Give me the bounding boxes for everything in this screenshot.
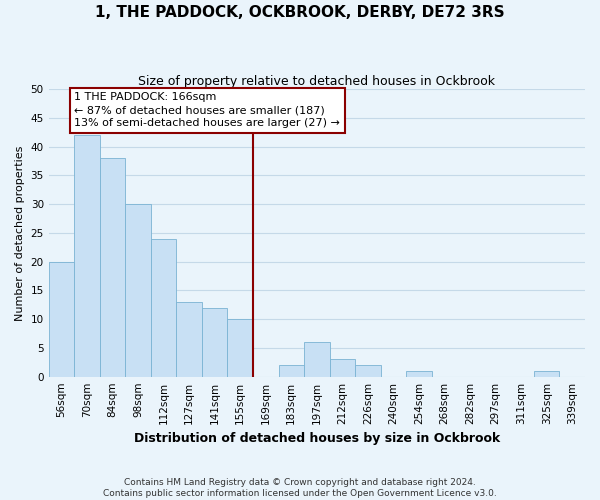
Text: 1, THE PADDOCK, OCKBROOK, DERBY, DE72 3RS: 1, THE PADDOCK, OCKBROOK, DERBY, DE72 3R…: [95, 5, 505, 20]
Bar: [534, 371, 559, 376]
Bar: [202, 308, 227, 376]
Bar: [227, 319, 253, 376]
Bar: [125, 204, 151, 376]
Bar: [49, 262, 74, 376]
Bar: [74, 135, 100, 376]
Bar: [151, 238, 176, 376]
X-axis label: Distribution of detached houses by size in Ockbrook: Distribution of detached houses by size …: [134, 432, 500, 445]
Bar: [176, 302, 202, 376]
Bar: [406, 371, 432, 376]
Title: Size of property relative to detached houses in Ockbrook: Size of property relative to detached ho…: [139, 75, 496, 88]
Bar: [278, 365, 304, 376]
Y-axis label: Number of detached properties: Number of detached properties: [15, 145, 25, 320]
Bar: [100, 158, 125, 376]
Bar: [329, 360, 355, 376]
Text: Contains HM Land Registry data © Crown copyright and database right 2024.
Contai: Contains HM Land Registry data © Crown c…: [103, 478, 497, 498]
Bar: [304, 342, 329, 376]
Bar: [355, 365, 380, 376]
Text: 1 THE PADDOCK: 166sqm
← 87% of detached houses are smaller (187)
13% of semi-det: 1 THE PADDOCK: 166sqm ← 87% of detached …: [74, 92, 340, 128]
